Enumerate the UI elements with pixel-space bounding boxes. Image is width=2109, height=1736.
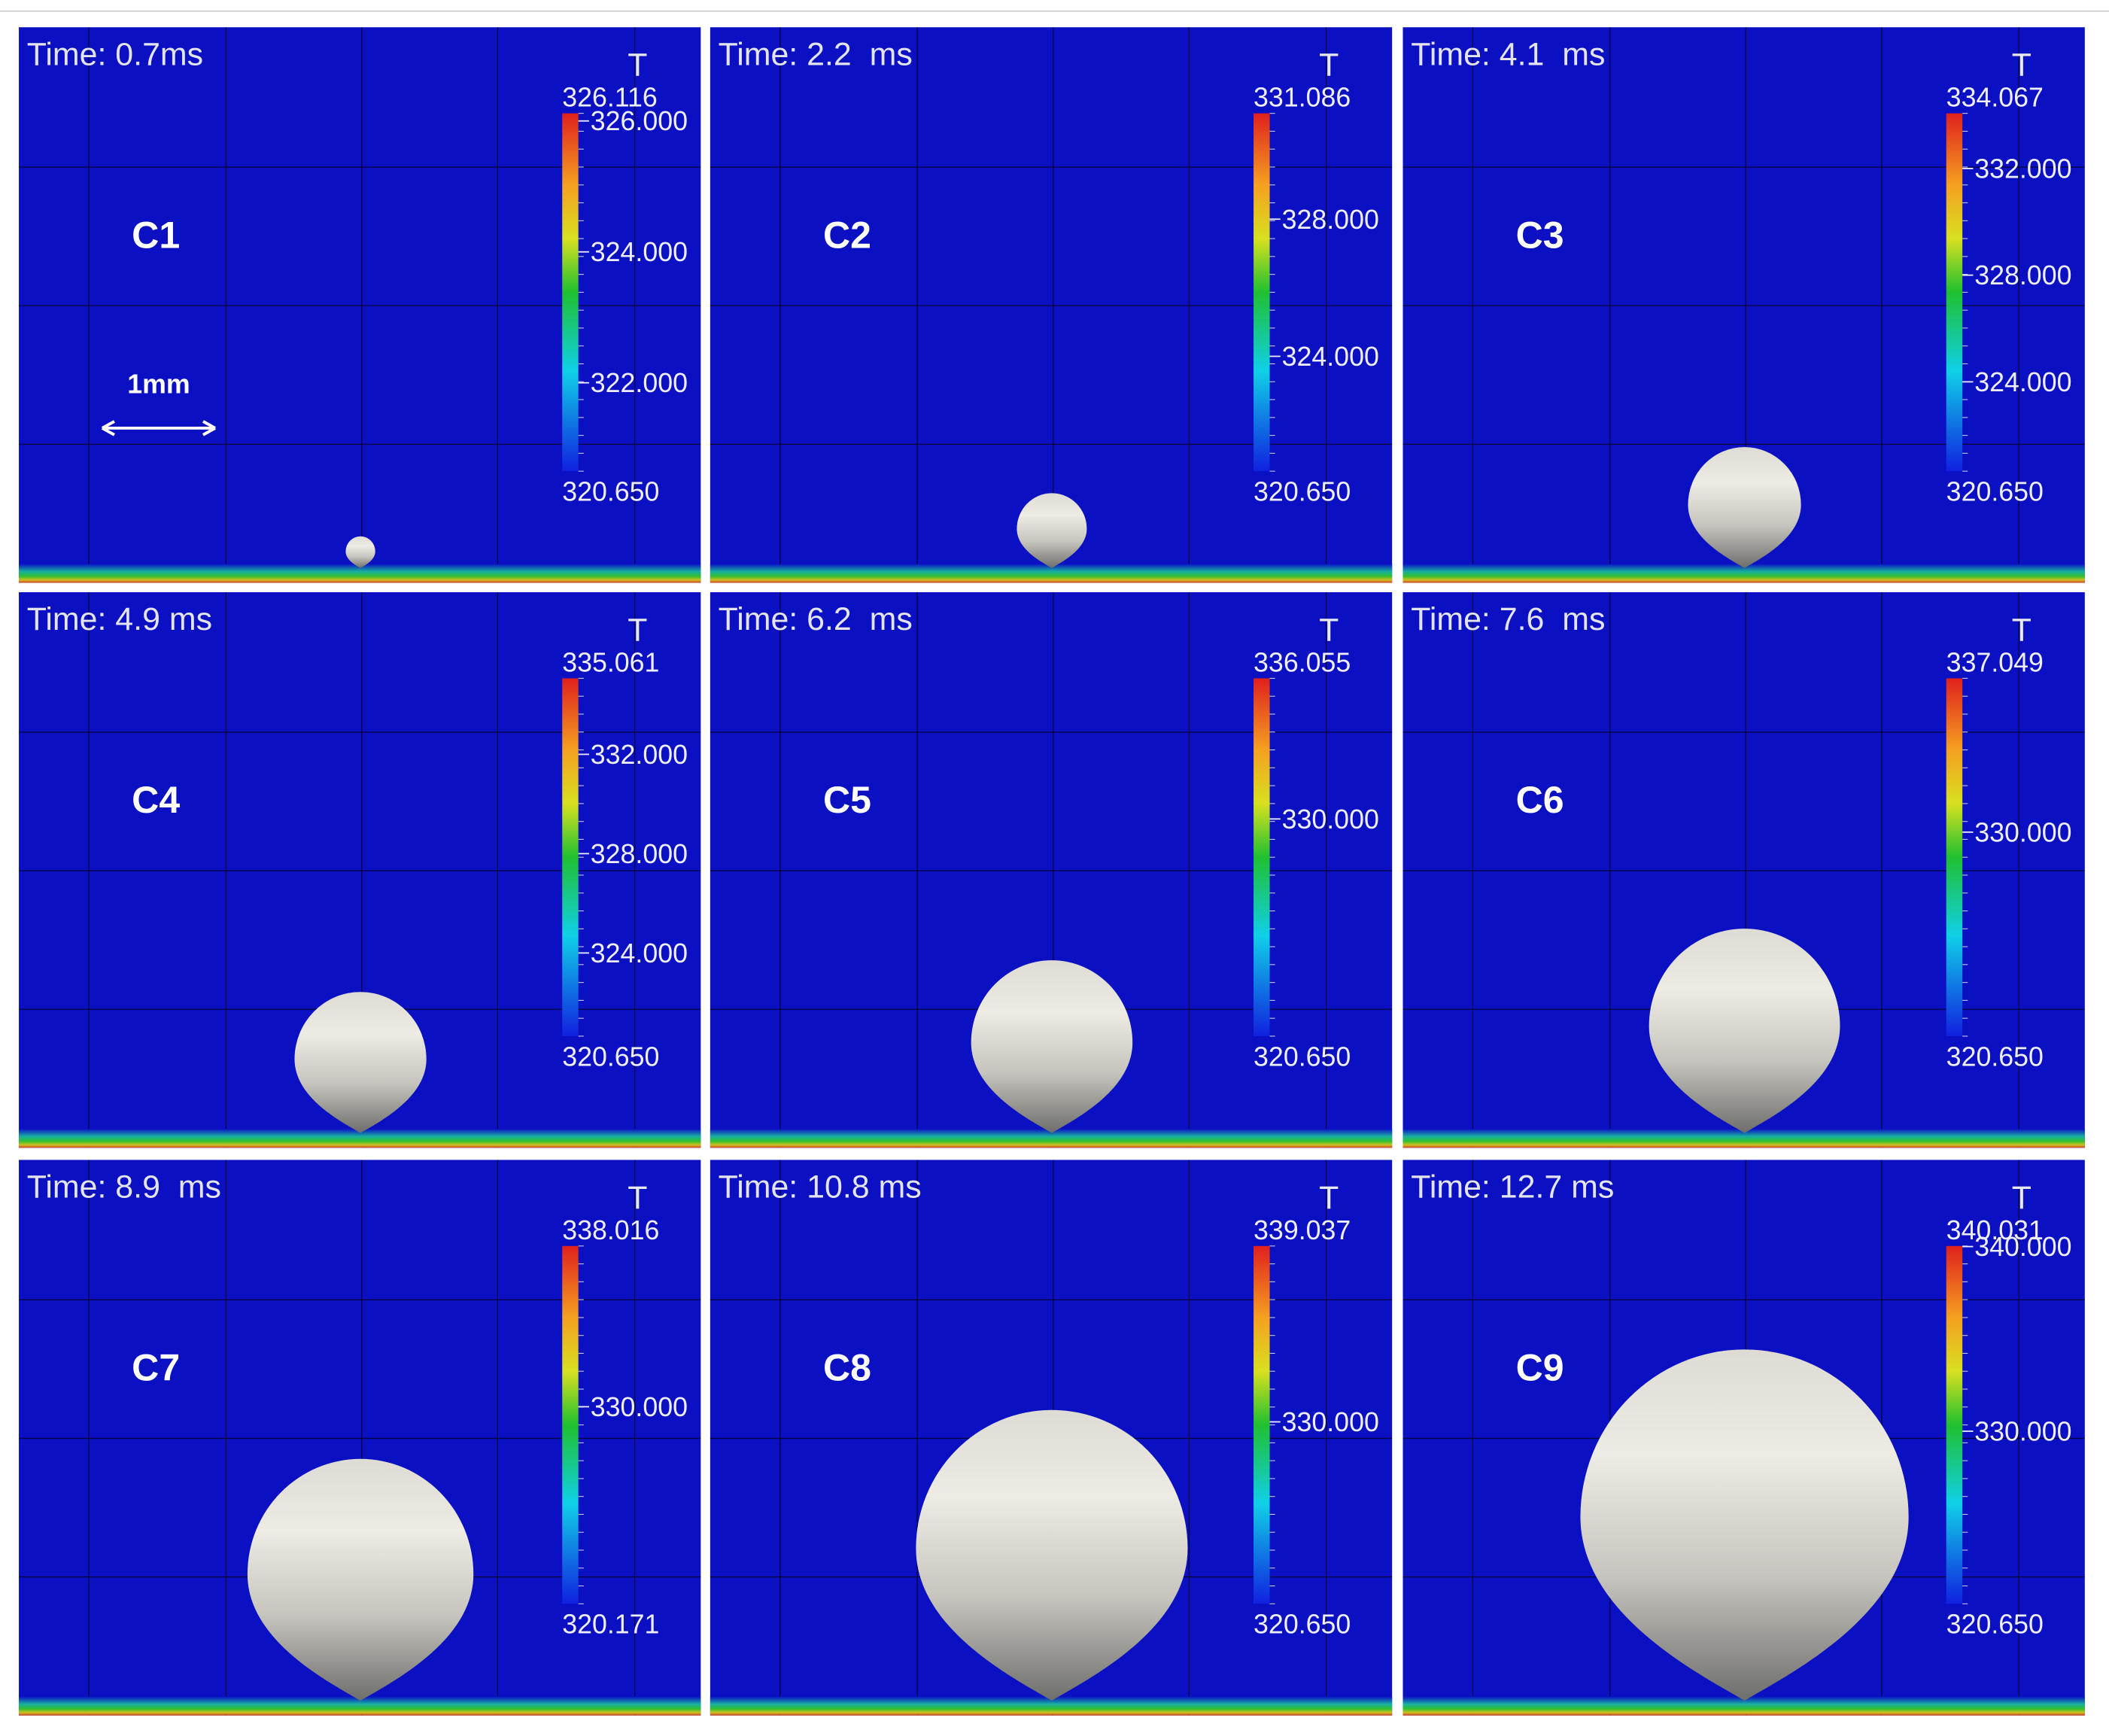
bubble: [294, 992, 427, 1133]
panel-background: [710, 27, 1393, 583]
legend-title: T: [1319, 1180, 1339, 1216]
colorbar-max-label: 326.116: [562, 83, 658, 113]
colorbar-min-label: 320.650: [1946, 1041, 2044, 1072]
colorbar-max-label: 339.037: [1254, 1215, 1351, 1245]
colorbar-tick-label: 330.000: [1974, 817, 2071, 847]
colorbar-tick-label: 332.000: [591, 740, 688, 770]
panel-label: C4: [132, 779, 180, 821]
colorbar-min-label: 320.650: [1254, 1041, 1351, 1072]
legend-title: T: [628, 612, 647, 648]
colorbar-tick-label: 330.000: [1282, 1407, 1379, 1437]
colorbar-min-label: 320.650: [562, 476, 659, 506]
scale-bar: [101, 420, 216, 436]
colorbar-tick-label: 324.000: [1974, 367, 2071, 397]
colorbar: [562, 1245, 579, 1604]
colorbar: [1946, 113, 1963, 472]
bubble: [1688, 447, 1801, 568]
bubble: [916, 1409, 1188, 1701]
bubble: [1017, 493, 1087, 568]
colorbar-min-label: 320.650: [1254, 476, 1351, 506]
colorbar: [1254, 1245, 1270, 1604]
colorbar-tick-label: 324.000: [591, 938, 688, 968]
colorbar: [562, 113, 579, 472]
panel-label: C9: [1516, 1347, 1564, 1389]
time-label: Time: 4.9 ms: [27, 601, 212, 637]
colorbar: [1254, 678, 1270, 1036]
colorbar: [562, 678, 579, 1036]
bubble: [1649, 929, 1840, 1133]
colorbar-min-label: 320.650: [1946, 476, 2044, 506]
colorbar-tick-label: 328.000: [1282, 205, 1379, 235]
colorbar-max-label: 337.049: [1946, 648, 2044, 678]
colorbar-tick-label: 328.000: [591, 839, 688, 869]
colorbar-min-label: 320.650: [1946, 1610, 2044, 1640]
colorbar-tick-label: 328.000: [1974, 260, 2071, 290]
colorbar-min-label: 320.171: [562, 1610, 659, 1640]
colorbar-tick-label: 326.000: [591, 106, 688, 136]
colorbar-max-label: 331.086: [1254, 83, 1351, 113]
panel-label: C6: [1516, 779, 1564, 821]
bubble: [1580, 1349, 1909, 1701]
colorbar-max-label: 334.067: [1946, 83, 2044, 113]
panel-background: [19, 27, 701, 583]
colorbar-max-label: 338.016: [562, 1215, 659, 1245]
legend-title: T: [1319, 612, 1339, 648]
colorbar-max-label: 336.055: [1254, 648, 1351, 678]
time-label: Time: 7.6 ms: [1411, 601, 1605, 637]
colorbar-tick-label: 324.000: [591, 237, 688, 267]
colorbar-tick-label: 324.000: [1282, 342, 1379, 372]
time-label: Time: 8.9 ms: [27, 1169, 221, 1205]
colorbar-tick-label: 340.000: [1974, 1232, 2071, 1262]
colorbar-tick-label: 330.000: [591, 1392, 688, 1422]
panel-label: C1: [132, 214, 180, 256]
legend-title: T: [2012, 1180, 2032, 1216]
time-label: Time: 6.2 ms: [719, 601, 913, 637]
colorbar-min-label: 320.650: [1254, 1610, 1351, 1640]
legend-title: T: [628, 1180, 647, 1216]
bubble: [247, 1458, 474, 1701]
colorbar: [1946, 1245, 1963, 1604]
legend-title: T: [628, 47, 647, 84]
colorbar: [1254, 113, 1270, 472]
colorbar-min-label: 320.650: [562, 1041, 659, 1072]
panel-label: C7: [132, 1347, 180, 1389]
scale-bar-label: 1mm: [127, 369, 190, 399]
colorbar-max-label: 340.031: [1946, 1215, 2044, 1245]
panel-label: C5: [823, 779, 871, 821]
time-label: Time: 4.1 ms: [1411, 36, 1605, 72]
time-label: Time: 2.2 ms: [719, 36, 913, 72]
colorbar-tick-label: 322.000: [591, 368, 688, 398]
time-label: Time: 12.7 ms: [1411, 1169, 1614, 1205]
time-label: Time: 10.8 ms: [719, 1169, 922, 1205]
colorbar-tick-label: 330.000: [1282, 804, 1379, 835]
colorbar-tick-label: 332.000: [1974, 154, 2071, 184]
bubble: [345, 536, 375, 568]
panel-label: C3: [1516, 214, 1564, 256]
colorbar: [1946, 678, 1963, 1036]
time-label: Time: 0.7ms: [27, 36, 203, 72]
legend-title: T: [2012, 612, 2032, 648]
panel-label: C2: [823, 214, 871, 256]
legend-title: T: [1319, 47, 1339, 84]
bubble: [971, 960, 1133, 1133]
panel-label: C8: [823, 1347, 871, 1389]
legend-title: T: [2012, 47, 2032, 84]
colorbar-max-label: 335.061: [562, 648, 659, 678]
colorbar-tick-label: 330.000: [1974, 1416, 2071, 1446]
